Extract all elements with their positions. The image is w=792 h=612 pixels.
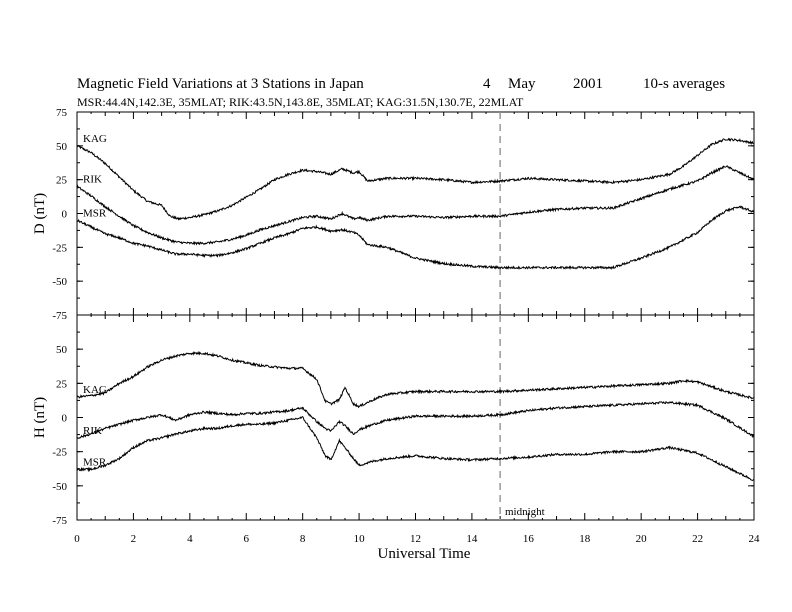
y-tick-label: 0: [62, 413, 68, 425]
midnight-label: midnight: [505, 506, 545, 518]
y-tick-label: 25: [56, 378, 68, 390]
y-tick-label: 75: [56, 107, 68, 119]
x-tick-label: 4: [187, 533, 193, 545]
series-label-kag: KAG: [83, 384, 107, 396]
y-tick-label: -75: [52, 310, 67, 322]
y-tick-label: -75: [52, 515, 67, 527]
series-line-msr: [76, 416, 755, 482]
y-axis-label: H (nT): [32, 397, 48, 438]
title-averaging: 10-s averages: [643, 76, 725, 92]
x-tick-label: 8: [300, 533, 306, 545]
plot-frame: [76, 111, 755, 316]
x-tick-label: 14: [466, 533, 478, 545]
y-tick-label: 0: [62, 209, 68, 221]
x-tick-label: 20: [636, 533, 648, 545]
x-tick-label: 2: [131, 533, 137, 545]
y-tick-label: 25: [56, 175, 68, 187]
series-label-msr: MSR: [83, 456, 107, 468]
series-line-kag: [76, 137, 755, 221]
series-label-msr: MSR: [83, 207, 107, 219]
panel-d-component: 75 50 25 0 -25 -50 -75 D (nT) KAG RIK MSR: [32, 107, 755, 322]
chart-title: Magnetic Field Variations at 3 Stations …: [77, 76, 364, 92]
x-tick-label: 22: [692, 533, 703, 545]
title-month: May: [508, 76, 536, 92]
y-tick-label: 50: [56, 344, 68, 356]
y-axis-label: D (nT): [32, 193, 48, 234]
x-tick-label: 16: [523, 533, 535, 545]
x-axis-label: Universal Time: [378, 546, 471, 562]
series-label-rik: RIK: [83, 173, 102, 185]
series-label-kag: KAG: [83, 133, 107, 145]
series-label-rik: RIK: [83, 425, 102, 437]
x-tick-label: 12: [410, 533, 421, 545]
series-line-kag: [76, 350, 755, 409]
x-tick-label: 0: [74, 533, 80, 545]
x-tick-label: 24: [749, 533, 761, 545]
y-tick-label: 50: [56, 141, 68, 153]
series-line-rik: [76, 165, 755, 246]
series-line-msr: [76, 205, 755, 271]
chart-subtitle: MSR:44.4N,142.3E, 35MLAT; RIK:43.5N,143.…: [77, 95, 524, 109]
series-line-rik: [76, 400, 755, 439]
x-tick-label: 10: [354, 533, 366, 545]
title-day: 4: [483, 76, 491, 92]
y-tick-label: -25: [52, 242, 67, 254]
title-year: 2001: [573, 76, 603, 92]
y-tick-label: -50: [52, 481, 67, 493]
plot-frame: [76, 314, 755, 521]
x-tick-label: 18: [579, 533, 591, 545]
y-tick-label: -50: [52, 276, 67, 288]
y-tick-label: -25: [52, 447, 67, 459]
x-tick-label: 6: [244, 533, 250, 545]
